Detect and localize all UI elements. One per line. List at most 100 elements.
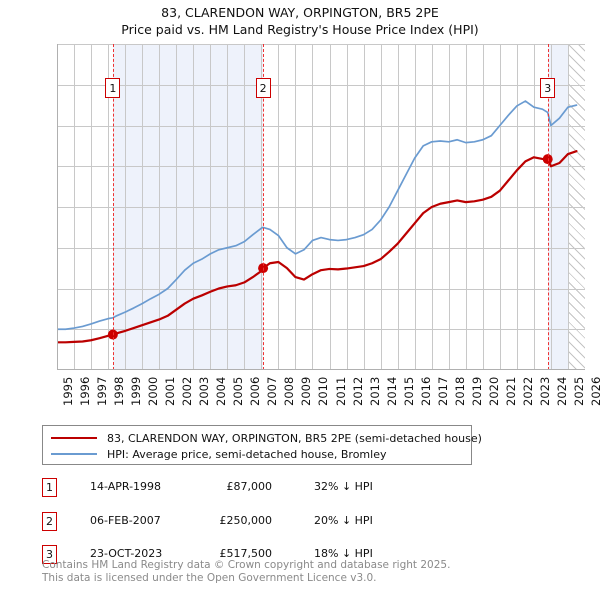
- page-subtitle: Price paid vs. HM Land Registry's House …: [121, 22, 479, 37]
- legend-item-property: 83, CLARENDON WAY, ORPINGTON, BR5 2PE (s…: [51, 430, 482, 446]
- chart-gridline-horizontal: [57, 247, 585, 249]
- x-axis-tick-label: 2007: [265, 376, 280, 406]
- chart-gridline-horizontal: [57, 329, 585, 331]
- footer-line-2: This data is licensed under the Open Gov…: [42, 571, 377, 584]
- footer-attribution: Contains HM Land Registry data © Crown c…: [42, 559, 562, 584]
- chart-series-line: [57, 150, 578, 344]
- transaction-price: £250,000: [219, 514, 273, 527]
- x-axis-tick-label: 2012: [350, 376, 365, 406]
- x-axis-tick-label: 1995: [61, 376, 75, 406]
- chart-gridline-vertical: [210, 44, 212, 370]
- chart-gridline-vertical: [108, 44, 110, 370]
- x-axis-tick-label: 2021: [503, 376, 518, 406]
- chart-gridline-vertical: [295, 44, 297, 370]
- chart-gridline-vertical: [363, 44, 365, 370]
- x-axis-tick-label: 2025: [571, 376, 586, 406]
- chart-gridline-vertical: [567, 44, 569, 370]
- chart-gridline-vertical: [312, 44, 314, 370]
- chart-gridline-vertical: [91, 44, 93, 370]
- chart-marker-box-2[interactable]: 2: [255, 78, 271, 98]
- chart-gridline-vertical: [261, 44, 263, 370]
- x-axis-tick-label: 1998: [112, 376, 127, 406]
- legend-label-hpi: HPI: Average price, semi-detached house,…: [107, 447, 387, 461]
- x-axis-tick-label: 2001: [163, 376, 178, 406]
- x-axis-tick-label: 2006: [248, 376, 263, 406]
- chart-title-block: 83, CLARENDON WAY, ORPINGTON, BR5 2PE Pr…: [0, 4, 600, 38]
- transaction-price: £87,000: [226, 480, 273, 493]
- x-axis-tick-label: 1997: [95, 376, 110, 406]
- chart-gridline-horizontal: [57, 166, 585, 168]
- chart-gridline-horizontal: [57, 288, 585, 290]
- chart-transaction-vline: [263, 44, 265, 370]
- chart-gridline-vertical: [465, 44, 467, 370]
- x-axis-tick-label: 2022: [520, 376, 535, 406]
- x-axis-tick-label: 2013: [367, 376, 382, 406]
- status-badge: 1: [42, 478, 57, 497]
- chart-series-line: [57, 100, 578, 331]
- chart-marker-box-3[interactable]: 3: [540, 78, 556, 98]
- status-badge: 2: [42, 512, 57, 531]
- x-axis-tick-label: 2010: [316, 376, 331, 406]
- chart-gridline-horizontal: [57, 207, 585, 208]
- chart-canvas: [57, 44, 585, 370]
- x-axis-tick-label: 2023: [537, 376, 552, 406]
- transaction-hpi-delta: 32% ↓ HPI: [314, 480, 373, 493]
- chart-gridline-vertical: [516, 44, 518, 370]
- transaction-date: 06-FEB-2007: [90, 514, 161, 527]
- chart-gridline-vertical: [346, 44, 348, 370]
- x-axis-tick-label: 2026: [589, 376, 600, 406]
- chart-gridline-vertical: [482, 44, 484, 370]
- x-axis-tick-label: 2004: [214, 376, 229, 406]
- chart-gridline-vertical: [193, 44, 195, 370]
- x-axis-tick-label: 2015: [401, 376, 416, 406]
- chart-gridline-vertical: [142, 44, 144, 370]
- transaction-hpi-delta: 20% ↓ HPI: [314, 514, 373, 527]
- chart-gridline-vertical: [278, 44, 280, 370]
- x-axis-tick-label: 2011: [333, 376, 348, 406]
- x-axis-tick-label: 2018: [452, 376, 467, 406]
- x-axis-tick-label: 2014: [384, 376, 399, 406]
- chart-transaction-vline: [112, 44, 114, 370]
- x-axis-tick-label: 2000: [146, 376, 161, 406]
- x-axis-tick-label: 2003: [197, 376, 212, 406]
- transaction-date: 23-OCT-2023: [90, 547, 163, 560]
- line-swatch-icon: [51, 453, 97, 455]
- chart-gridline-vertical: [448, 44, 450, 370]
- chart-gridline-vertical: [499, 44, 501, 370]
- x-axis-tick-label: 2016: [418, 376, 433, 406]
- x-axis-tick-label: 2005: [231, 376, 246, 406]
- transaction-date: 14-APR-1998: [90, 480, 162, 493]
- legend-item-hpi: HPI: Average price, semi-detached house,…: [51, 446, 463, 462]
- legend-label-property: 83, CLARENDON WAY, ORPINGTON, BR5 2PE (s…: [107, 431, 482, 445]
- x-axis-tick-label: 2009: [299, 376, 314, 406]
- x-axis-tick-label: 2002: [180, 376, 195, 406]
- chart-gridline-vertical: [414, 44, 416, 370]
- chart-legend: 83, CLARENDON WAY, ORPINGTON, BR5 2PE (s…: [42, 425, 482, 465]
- chart-gridline-vertical: [244, 44, 246, 370]
- x-axis-tick-label: 2020: [486, 376, 501, 406]
- chart-gridline-vertical: [176, 44, 178, 370]
- page-title: 83, CLARENDON WAY, ORPINGTON, BR5 2PE: [161, 5, 439, 20]
- chart-gridline-vertical: [550, 44, 552, 370]
- chart-gridline-vertical: [74, 44, 76, 370]
- x-axis-tick-label: 2024: [554, 376, 569, 406]
- chart-series-svg: [57, 100, 578, 344]
- chart-gridline-vertical: [533, 44, 535, 370]
- chart-gridline-vertical: [329, 44, 331, 370]
- chart-gridline-vertical: [227, 44, 229, 370]
- chart-gridline-vertical: [125, 44, 127, 370]
- x-axis-tick-label: 2008: [282, 376, 297, 406]
- x-axis-tick-label: 1996: [78, 376, 93, 406]
- transaction-hpi-delta: 18% ↓ HPI: [314, 547, 373, 560]
- footer-line-1: Contains HM Land Registry data © Crown c…: [42, 559, 451, 571]
- chart-gridline-vertical: [380, 44, 382, 370]
- chart-axes-frame: [57, 44, 585, 370]
- x-axis-tick-label: 2017: [435, 376, 450, 406]
- status-badge: 3: [42, 545, 57, 564]
- chart-transaction-vline: [547, 44, 549, 370]
- chart-marker-box-1[interactable]: 1: [105, 78, 121, 98]
- chart-gridline-vertical: [159, 44, 161, 370]
- chart-gridline-horizontal: [57, 44, 585, 45]
